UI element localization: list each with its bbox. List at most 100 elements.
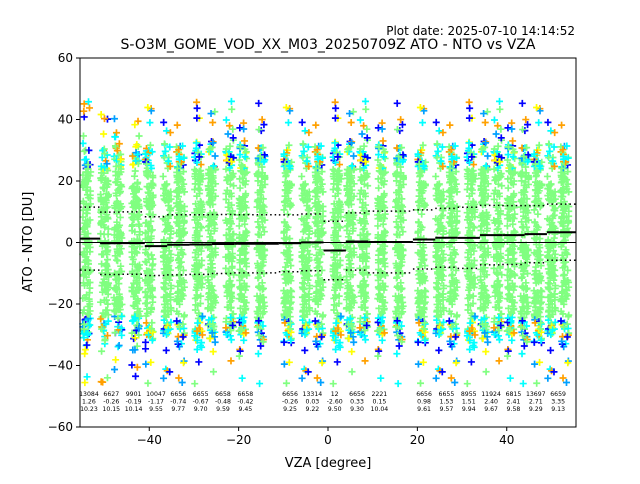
scatter-point bbox=[417, 380, 424, 387]
bin-stat-label: 6655 bbox=[193, 391, 209, 398]
scatter-point bbox=[228, 98, 235, 105]
bin-stat-label: -0.26 bbox=[103, 399, 119, 406]
scatter-point bbox=[350, 339, 357, 346]
scatter-point bbox=[281, 339, 288, 346]
scatter-point bbox=[104, 374, 111, 381]
bin-stat-label: -0.26 bbox=[282, 399, 298, 406]
scatter-point bbox=[466, 105, 473, 112]
scatter-point bbox=[283, 380, 290, 387]
scatter-point bbox=[284, 211, 291, 218]
scatter-point bbox=[357, 166, 364, 173]
scatter-point bbox=[432, 173, 439, 180]
scatter-point bbox=[146, 119, 153, 126]
scatter-point bbox=[558, 122, 565, 129]
scatter-point bbox=[179, 379, 186, 386]
scatter-point bbox=[395, 380, 402, 387]
scatter-point bbox=[491, 166, 498, 173]
plot-date: Plot date: 2025-07-10 14:14:52 bbox=[386, 24, 575, 38]
scatter-point bbox=[468, 358, 475, 365]
scatter-point bbox=[482, 119, 489, 126]
scatter-point bbox=[144, 104, 151, 111]
scatter-point bbox=[163, 347, 170, 354]
scatter-point bbox=[132, 373, 139, 380]
scatter-point bbox=[160, 173, 167, 180]
scatter-point bbox=[117, 214, 124, 221]
scatter-point bbox=[496, 98, 503, 105]
scatter-point bbox=[255, 100, 262, 107]
scatter-point bbox=[160, 119, 167, 126]
scatter-point bbox=[504, 353, 511, 360]
scatter-point bbox=[223, 166, 230, 173]
bin-stat-label: 12 bbox=[331, 391, 339, 398]
scatter-point bbox=[560, 374, 567, 381]
scatter-point bbox=[317, 379, 324, 386]
scatter-point bbox=[228, 106, 235, 113]
scatter-point bbox=[83, 342, 90, 349]
scatter-point bbox=[298, 173, 305, 180]
scatter-point bbox=[533, 380, 540, 387]
scatter-point bbox=[381, 215, 388, 222]
scatter-point bbox=[80, 132, 87, 139]
scatter-point bbox=[544, 375, 551, 382]
scatter-point bbox=[484, 153, 491, 160]
scatter-point bbox=[142, 345, 149, 352]
bin-stat-label: 6627 bbox=[103, 391, 119, 398]
scatter-point bbox=[507, 375, 514, 382]
scatter-point bbox=[299, 375, 306, 382]
scatter-point bbox=[99, 379, 106, 386]
scatter-point bbox=[380, 137, 387, 144]
bin-stat-label: 9.59 bbox=[216, 406, 230, 413]
scatter-point bbox=[111, 366, 118, 373]
bin-stat-label: 9.70 bbox=[194, 406, 208, 413]
scatter-point bbox=[493, 131, 500, 138]
scatter-point bbox=[112, 356, 119, 363]
scatter-point bbox=[136, 133, 143, 140]
scatter-point bbox=[348, 119, 355, 126]
bin-stat-label: -0.74 bbox=[170, 399, 186, 406]
scatter-point bbox=[212, 339, 219, 346]
scatter-point bbox=[115, 343, 122, 350]
scatter-point bbox=[242, 215, 249, 222]
bin-stat-label: 6658 bbox=[215, 391, 231, 398]
scatter-point bbox=[350, 153, 357, 160]
scatter-point bbox=[349, 368, 356, 375]
scatter-point bbox=[301, 347, 308, 354]
scatter-point bbox=[466, 99, 473, 106]
scatter-point bbox=[418, 211, 425, 218]
scatter-point bbox=[193, 99, 200, 106]
bin-stat-label: 10.15 bbox=[102, 406, 120, 413]
scatter-point bbox=[464, 380, 471, 387]
scatter-point bbox=[496, 336, 503, 343]
scatter-point bbox=[111, 115, 118, 122]
scatter-point bbox=[508, 125, 515, 132]
scatter-point bbox=[451, 379, 458, 386]
bin-stat-label: 1.26 bbox=[82, 399, 96, 406]
scatter-point bbox=[547, 347, 554, 354]
bin-stat-label: 9.50 bbox=[328, 406, 342, 413]
scatter-point bbox=[363, 263, 370, 270]
scatter-point bbox=[448, 374, 455, 381]
scatter-point bbox=[191, 380, 198, 387]
scatter-point bbox=[146, 211, 153, 218]
scatter-point bbox=[285, 119, 292, 126]
scatter-point bbox=[255, 350, 262, 357]
bin-stat-label: 0.03 bbox=[305, 399, 319, 406]
scatter-point bbox=[85, 147, 92, 154]
scatter-point bbox=[227, 357, 234, 364]
scatter-point bbox=[483, 368, 490, 375]
scatter-point bbox=[149, 299, 156, 306]
scatter-point bbox=[236, 353, 243, 360]
scatter-point bbox=[496, 106, 503, 113]
bin-stat-label: 10047 bbox=[146, 391, 166, 398]
scatter-point bbox=[362, 98, 369, 105]
bin-stat-label: 6656 bbox=[170, 391, 186, 398]
scatter-point bbox=[509, 137, 516, 144]
bin-stat-label: -0.42 bbox=[237, 399, 253, 406]
scatter-point bbox=[482, 348, 489, 355]
scatter-point bbox=[81, 350, 88, 357]
scatter-point bbox=[332, 99, 339, 106]
scatter-point bbox=[281, 206, 288, 213]
scatter-point bbox=[433, 375, 440, 382]
bin-stat-label: 9.45 bbox=[238, 406, 252, 413]
scatter-point bbox=[227, 277, 234, 284]
